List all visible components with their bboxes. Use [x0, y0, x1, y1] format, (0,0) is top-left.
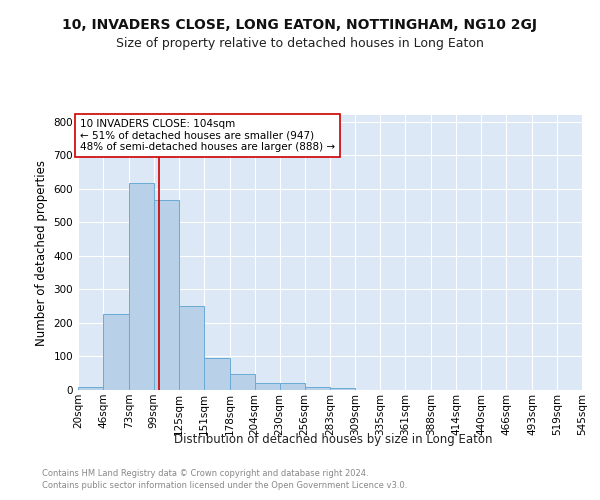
- Bar: [204, 358, 230, 390]
- Text: 10, INVADERS CLOSE, LONG EATON, NOTTINGHAM, NG10 2GJ: 10, INVADERS CLOSE, LONG EATON, NOTTINGH…: [62, 18, 538, 32]
- Bar: [230, 374, 254, 390]
- Bar: [78, 386, 103, 390]
- Text: 10 INVADERS CLOSE: 104sqm
← 51% of detached houses are smaller (947)
48% of semi: 10 INVADERS CLOSE: 104sqm ← 51% of detac…: [80, 119, 335, 152]
- Bar: [331, 388, 355, 390]
- Bar: [254, 382, 280, 390]
- Y-axis label: Number of detached properties: Number of detached properties: [35, 160, 48, 346]
- Text: Distribution of detached houses by size in Long Eaton: Distribution of detached houses by size …: [174, 432, 492, 446]
- Bar: [129, 183, 154, 390]
- Bar: [179, 306, 204, 390]
- Text: Contains public sector information licensed under the Open Government Licence v3: Contains public sector information licen…: [42, 481, 407, 490]
- Bar: [154, 200, 179, 390]
- Bar: [305, 388, 331, 390]
- Bar: [280, 382, 305, 390]
- Text: Size of property relative to detached houses in Long Eaton: Size of property relative to detached ho…: [116, 38, 484, 51]
- Bar: [103, 314, 129, 390]
- Text: Contains HM Land Registry data © Crown copyright and database right 2024.: Contains HM Land Registry data © Crown c…: [42, 469, 368, 478]
